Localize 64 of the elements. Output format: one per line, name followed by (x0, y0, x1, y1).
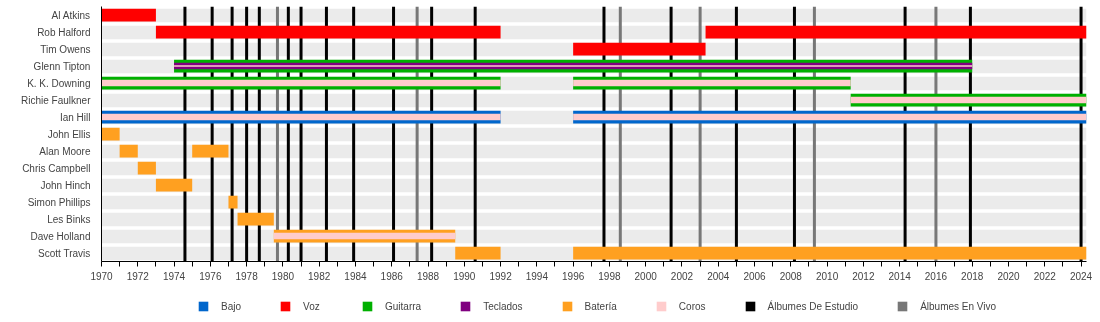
legend-label: Batería (584, 300, 617, 312)
y-tick-label: K. K. Downing (27, 77, 91, 89)
x-tick-label: 2004 (707, 270, 730, 282)
y-tick-label: Al Atkins (51, 9, 90, 21)
x-tick-label: 2006 (743, 270, 767, 282)
x-tick-label: 1974 (162, 270, 186, 282)
x-tick-label: 2012 (852, 270, 875, 282)
x-tick-label: 1982 (308, 270, 331, 282)
bar (237, 212, 274, 226)
y-tick-label: John Ellis (47, 128, 91, 140)
x-tick-label: 1978 (235, 270, 259, 282)
y-tick-label: Les Binks (47, 213, 91, 225)
x-tick-label: 1980 (271, 270, 295, 282)
bar (455, 246, 501, 260)
bar (155, 178, 193, 192)
x-tick-label: 1994 (525, 270, 549, 282)
x-tick-label: 2008 (779, 270, 803, 282)
x-tick-label: 2014 (888, 270, 912, 282)
bar (101, 127, 120, 141)
y-tick-label: Glenn Tipton (33, 60, 91, 72)
x-tick-label: 2016 (924, 270, 948, 282)
x-tick-label: 1992 (489, 270, 513, 282)
legend-label: Bajo (221, 300, 242, 312)
y-tick-label: Simon Phillips (27, 196, 91, 208)
x-tick-label: 1988 (416, 270, 440, 282)
bar (119, 144, 138, 158)
bar (101, 8, 156, 22)
x-tick-label: 2002 (670, 270, 694, 282)
bar (192, 144, 229, 158)
x-tick-label: 2018 (961, 270, 984, 282)
x-tick-label: 1970 (90, 270, 114, 282)
y-tick-label: Scott Travis (38, 247, 91, 259)
x-tick-label: 1998 (598, 270, 621, 282)
y-tick-label: Alan Moore (39, 145, 91, 157)
x-tick-label: 1986 (380, 270, 404, 282)
x-tick-label: 2020 (997, 270, 1021, 282)
y-tick-label: Rob Halford (37, 26, 91, 38)
x-tick-label: 2010 (815, 270, 839, 282)
y-tick-label: Tim Owens (40, 43, 91, 55)
legend-label: Teclados (483, 300, 523, 312)
x-tick-label: 2024 (1069, 270, 1093, 282)
x-tick-label: 1990 (453, 270, 476, 282)
y-tick-label: Dave Holland (30, 230, 91, 242)
bar (137, 161, 156, 175)
bar (155, 25, 501, 39)
legend-label: Voz (303, 300, 321, 312)
legend-label: Guitarra (385, 300, 422, 312)
bar (573, 246, 1087, 260)
x-tick-label: 1972 (126, 270, 150, 282)
x-tick-label: 1976 (199, 270, 222, 282)
legend-label: Álbumes En Vivo (920, 300, 997, 312)
bar (228, 195, 238, 209)
x-tick-label: 2022 (1033, 270, 1057, 282)
y-tick-label: John Hinch (40, 179, 91, 191)
bar (705, 25, 1087, 39)
x-tick-label: 1996 (562, 270, 585, 282)
y-tick-label: Chris Campbell (22, 162, 91, 174)
legend-label: Álbumes De Estudio (767, 300, 859, 312)
legend-label: Coros (678, 300, 706, 312)
bar (573, 42, 706, 56)
y-tick-label: Ian Hill (59, 111, 91, 123)
y-tick-label: Richie Faulkner (21, 94, 92, 106)
x-tick-label: 1984 (344, 270, 368, 282)
x-tick-label: 2000 (634, 270, 658, 282)
